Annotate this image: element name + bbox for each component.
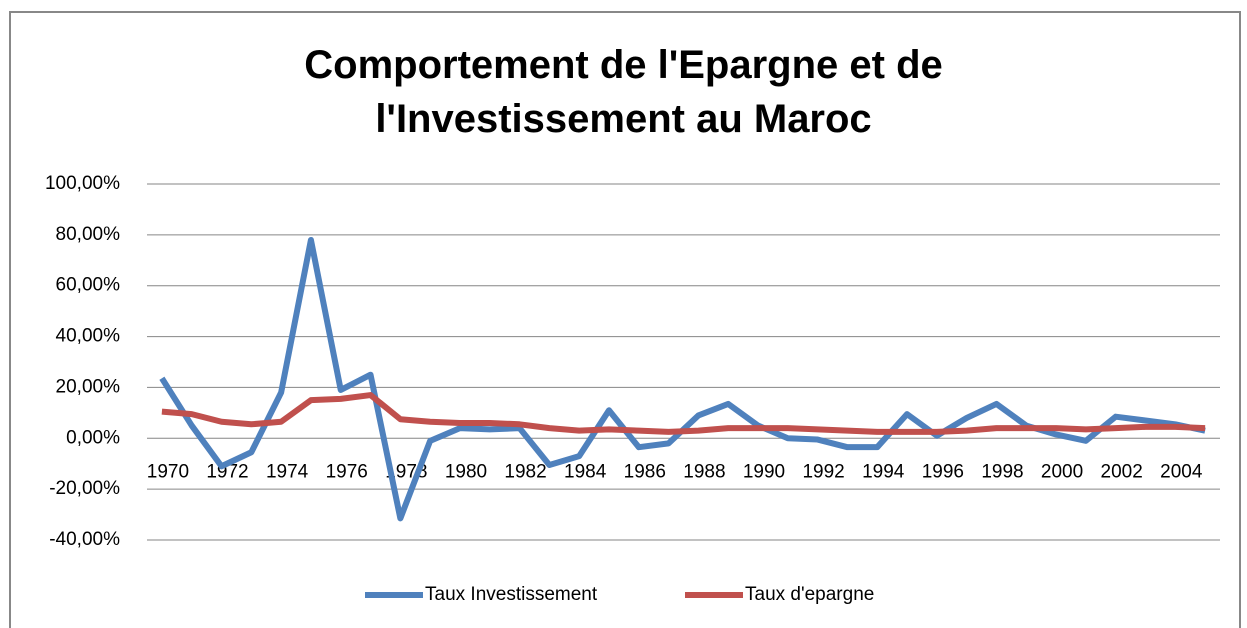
x-tick-label: 1980 xyxy=(445,461,487,482)
x-tick-label: 1990 xyxy=(743,461,785,482)
y-tick-label: 0,00% xyxy=(66,427,120,448)
y-tick-label: 60,00% xyxy=(56,275,121,296)
line-series xyxy=(161,392,1206,435)
legend-label: Taux d'epargne xyxy=(745,584,874,605)
chart-border xyxy=(9,11,1241,628)
chart-title: Comportement de l'Epargne et de l'Invest… xyxy=(304,43,943,141)
y-tick-label: -20,00% xyxy=(49,478,120,499)
y-tick-label: 80,00% xyxy=(56,224,121,245)
y-tick-label: -40,00% xyxy=(49,529,120,550)
x-tick-label: 1970 xyxy=(147,461,189,482)
y-tick-label: 100,00% xyxy=(45,173,120,194)
x-tick-label: 2000 xyxy=(1041,461,1083,482)
x-tick-label: 1998 xyxy=(981,461,1023,482)
x-tick-label: 1972 xyxy=(206,461,248,482)
x-tick-label: 1996 xyxy=(922,461,964,482)
x-tick-label: 1982 xyxy=(504,461,546,482)
x-tick-label: 1988 xyxy=(683,461,725,482)
x-tick-label: 1992 xyxy=(802,461,844,482)
legend-label: Taux Investissement xyxy=(425,584,598,605)
x-tick-label: 1984 xyxy=(564,461,607,482)
x-tick-label: 1994 xyxy=(862,461,905,482)
chart-title-box: Comportement de l'Epargne et de l'Invest… xyxy=(0,38,1247,146)
y-tick-label: 40,00% xyxy=(56,326,121,347)
x-tick-label: 1974 xyxy=(266,461,309,482)
x-tick-label: 2002 xyxy=(1101,461,1143,482)
y-tick-label: 20,00% xyxy=(56,376,121,397)
x-tick-label: 1986 xyxy=(624,461,666,482)
x-tick-label: 1976 xyxy=(326,461,368,482)
x-tick-label: 2004 xyxy=(1160,461,1203,482)
